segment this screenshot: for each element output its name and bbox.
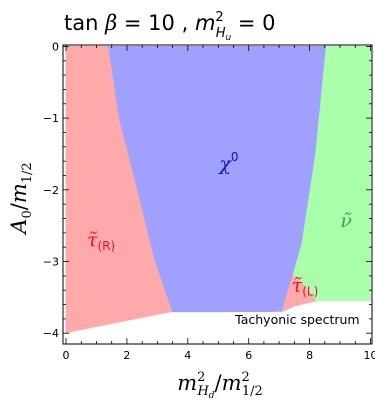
label-nu: ν̃	[340, 210, 352, 232]
axes: 0 2 4 6 8 10 0 −1 −2 −3 −4	[43, 40, 375, 362]
y-tick-label: −2	[43, 184, 59, 197]
y-tick-label: −1	[43, 112, 59, 125]
plot-frame	[62, 44, 373, 345]
y-tick-label: −3	[43, 256, 59, 269]
x-tick-label: 10	[364, 349, 375, 362]
region-labels: τ̃(R) χ0 ν̃ τ̃(L) Tachyonic spectrum	[87, 150, 360, 327]
y-tick-label: −4	[43, 327, 59, 340]
x-tick-label: 8	[306, 349, 313, 362]
plot-area	[63, 45, 372, 344]
x-axis-title: m2 Hd/m2 1/2	[177, 370, 263, 401]
tachyonic-annotation: Tachyonic spectrum	[234, 312, 359, 327]
y-axis-title: A0/m1/2	[7, 162, 35, 235]
tachyonic-boundary	[66, 301, 371, 344]
y-tick-label: 0	[52, 40, 59, 53]
x-tick-label: 4	[184, 349, 191, 362]
x-tick-label: 0	[63, 349, 70, 362]
label-stau-L: τ̃(L)	[292, 275, 319, 299]
label-chi: χ0	[217, 150, 238, 175]
x-tick-label: 6	[245, 349, 252, 362]
x-tick-label: 2	[123, 349, 130, 362]
svg-text:A0/m1/2: A0/m1/2	[7, 162, 35, 235]
label-stau-R: τ̃(R)	[87, 229, 115, 253]
chart-title: tan β = 10 , m2 Hu = 0	[64, 10, 276, 43]
region-stau-L	[281, 275, 317, 313]
